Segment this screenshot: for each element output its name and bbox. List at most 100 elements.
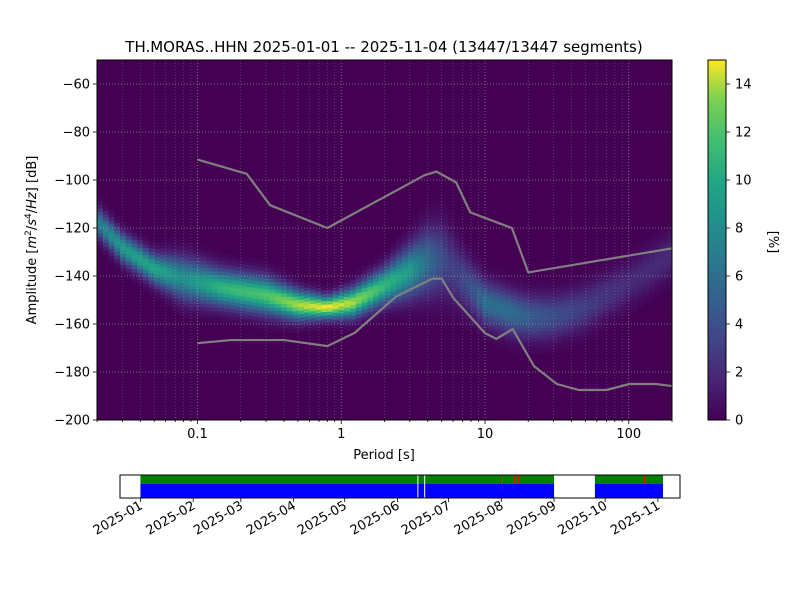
heatmap-cell: [419, 308, 426, 313]
heatmap-cell: [298, 324, 305, 329]
heatmap-cell: [125, 253, 132, 258]
heatmap-cell: [568, 315, 575, 320]
heatmap-cell: [522, 290, 529, 295]
heatmap-cell: [597, 313, 604, 318]
heatmap-cell: [430, 286, 437, 291]
colorbar-label: [%]: [765, 231, 780, 254]
heatmap-cell: [442, 207, 449, 212]
heatmap-cell: [522, 287, 529, 292]
heatmap-cell: [436, 213, 443, 218]
heatmap-cell: [528, 345, 535, 350]
heatmap-cell: [338, 288, 345, 293]
heatmap-cell: [516, 346, 523, 351]
heatmap-cell: [102, 214, 109, 219]
heatmap-cell: [206, 296, 213, 301]
data-coverage-bar: [594, 484, 663, 498]
heatmap-cell: [246, 264, 253, 269]
heatmap-cell: [235, 266, 242, 271]
heatmap-cell: [235, 255, 242, 260]
heatmap-cell: [614, 257, 621, 262]
heatmap-cell: [413, 273, 420, 278]
y-tick-label: −200: [54, 414, 90, 429]
heatmap-cell: [281, 321, 288, 326]
heatmap-cell: [499, 341, 506, 346]
heatmap-cell: [453, 229, 460, 234]
heatmap-cell: [240, 303, 247, 308]
heatmap-cell: [252, 305, 259, 310]
heatmap-cell: [361, 323, 368, 328]
heatmap-cell: [189, 264, 196, 268]
heatmap-cell: [419, 236, 426, 241]
heatmap-cell: [465, 254, 472, 259]
heatmap-cell: [223, 271, 230, 276]
heatmap-cell: [493, 321, 500, 326]
heatmap-cell: [327, 322, 334, 327]
heatmap-cell: [442, 276, 449, 280]
heatmap-cell: [160, 258, 167, 263]
heatmap-cell: [413, 302, 420, 307]
heatmap-cell: [585, 334, 592, 339]
heatmap-cell: [108, 212, 115, 217]
heatmap-cell: [223, 311, 230, 316]
heatmap-cell: [350, 315, 357, 320]
heatmap-cell: [574, 288, 581, 293]
heatmap-cell: [568, 311, 575, 316]
heatmap-cell: [200, 289, 207, 294]
heatmap-cell: [367, 315, 374, 320]
heatmap-cell: [631, 293, 638, 298]
heatmap-cell: [131, 264, 138, 269]
heatmap-cell: [177, 296, 184, 301]
heatmap-cell: [534, 327, 541, 332]
heatmap-cell: [476, 268, 483, 273]
heatmap-cell: [258, 259, 265, 264]
heatmap-cell: [430, 217, 437, 222]
heatmap-cell: [649, 246, 656, 251]
heatmap-cell: [235, 298, 242, 303]
heatmap-cell: [453, 276, 460, 280]
heatmap-cell: [620, 264, 627, 269]
heatmap-cell: [200, 300, 207, 304]
heatmap-cell: [666, 238, 672, 243]
heatmap-cell: [246, 257, 253, 262]
heatmap-cell: [430, 203, 437, 208]
heatmap-cell: [620, 307, 627, 312]
heatmap-cell: [189, 249, 196, 254]
heatmap-cell: [131, 272, 138, 277]
heatmap-cell: [505, 300, 512, 305]
heatmap-cell: [539, 334, 546, 339]
heatmap-cell: [603, 303, 610, 308]
heatmap-cell: [269, 271, 276, 276]
heatmap-cell: [286, 303, 293, 308]
timeline-tick-label: 2025-05: [295, 498, 350, 538]
heatmap-cell: [315, 305, 322, 310]
heatmap-cell: [603, 299, 610, 304]
heatmap-cell: [154, 292, 161, 297]
heatmap-cell: [516, 332, 523, 337]
heatmap-cell: [378, 255, 385, 260]
heatmap-cell: [499, 283, 506, 288]
heatmap-cell: [499, 280, 506, 285]
heatmap-cell: [102, 250, 109, 255]
heatmap-cell: [666, 234, 672, 239]
heatmap-cell: [603, 281, 610, 286]
heatmap-cell: [246, 293, 253, 298]
heatmap-cell: [436, 307, 443, 312]
y-tick-label: −120: [54, 222, 90, 237]
heatmap-cell: [229, 265, 236, 270]
heatmap-cell: [442, 214, 449, 219]
heatmap-cell: [321, 289, 328, 294]
heatmap-cell: [649, 238, 656, 243]
heatmap-cell: [482, 266, 489, 271]
heatmap-cell: [430, 260, 437, 265]
heatmap-cell: [562, 320, 569, 325]
heatmap-cell: [649, 242, 656, 247]
heatmap-cell: [298, 295, 305, 300]
heatmap-cell: [292, 292, 299, 297]
heatmap-cell: [350, 279, 357, 284]
heatmap-cell: [545, 306, 552, 310]
heatmap-cell: [574, 334, 581, 339]
heatmap-cell: [114, 265, 121, 270]
heatmap-cell: [321, 325, 328, 330]
heatmap-cell: [580, 336, 587, 341]
heatmap-cell: [614, 264, 621, 269]
